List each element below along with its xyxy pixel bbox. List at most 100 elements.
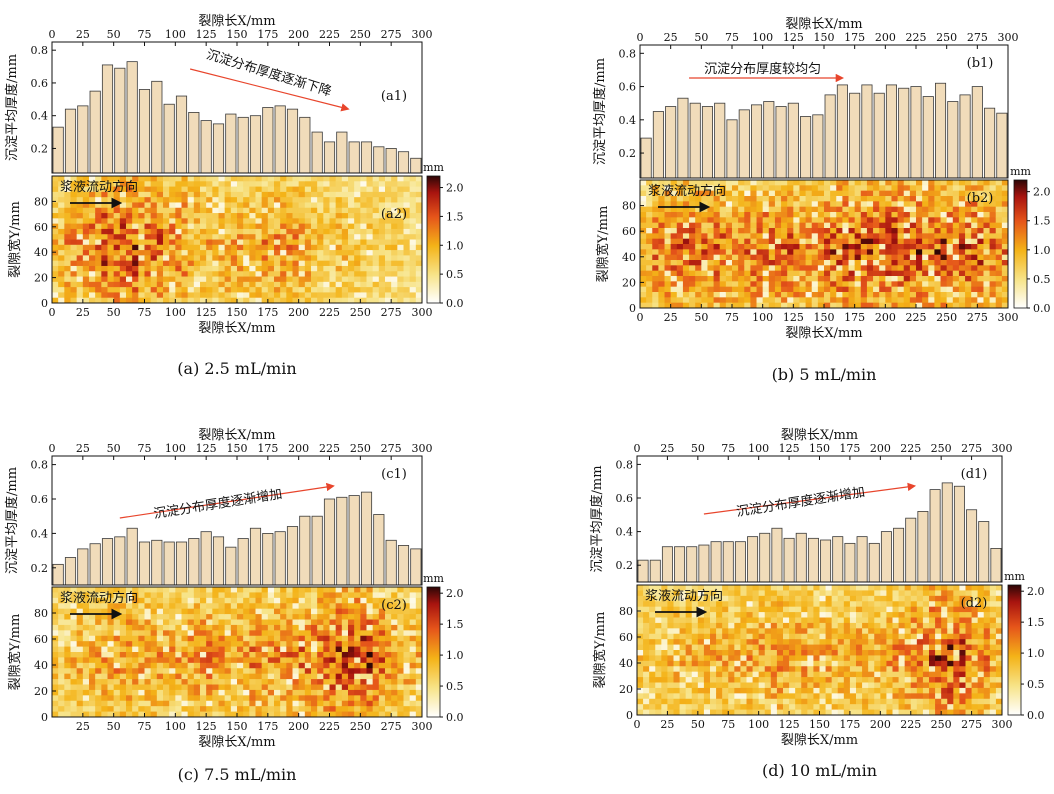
heatmap-cell [237,186,244,193]
heatmap-cell [64,630,71,637]
heatmap-cell [836,244,843,250]
heatmap-cell [958,297,966,304]
heatmap-cell [52,630,59,637]
heatmap-cell [732,238,739,245]
heatmap-cell [132,234,139,240]
heatmap-cell [298,603,306,610]
heatmap-cell [181,646,189,653]
heatmap-cell [218,281,226,288]
heatmap-cell [879,228,886,234]
heatmap-cell [897,222,905,229]
heatmap-cell [732,180,739,186]
heatmap-cell [348,657,355,664]
heatmap-cell [58,191,65,198]
heatmap-cell [640,286,647,293]
heatmap-cell [126,202,133,209]
heatmap-cell [830,201,837,208]
heatmap-cell [707,190,714,197]
heatmap-cell [965,281,972,288]
heatmap-cell [946,265,954,272]
heatmap-cell [304,668,312,675]
heatmap-cell [360,218,367,225]
heatmap-cell [311,635,318,642]
heatmap-cell [958,222,966,229]
heatmap-cell [811,260,819,266]
heatmap-cell [366,614,374,620]
heatmap-cell [249,260,256,267]
heatmap-cell [409,271,417,277]
heatmap-cell [866,196,874,202]
heatmap-cell [774,222,782,229]
heatmap-cell [224,239,232,246]
y-tick-label: 0.4 [616,526,634,539]
heatmap-cell [995,201,1003,208]
heatmap-cell [335,679,343,685]
heatmap-cell [756,238,764,245]
heatmap-cell [649,655,656,662]
colorbar-tick-label: 0.0 [446,711,464,724]
heatmap-cell [156,646,164,653]
heatmap-cell [909,281,917,288]
heatmap-cell [409,244,417,251]
heatmap-cell [707,297,714,304]
heatmap-cell [286,244,293,251]
heatmap-cell [958,180,966,186]
heatmap-cell [372,271,380,277]
heatmap-cell [311,619,318,626]
heatmap-cell [187,652,195,658]
heatmap-cell [156,181,164,187]
heatmap-cell [317,646,324,653]
heatmap-cell [206,287,213,293]
heatmap-cell [348,218,355,225]
heatmap-cell [713,217,721,224]
heatmap-cell [689,297,696,304]
heatmap-cell [719,244,727,250]
heatmap-cell [372,689,380,696]
heatmap-cell [70,260,78,267]
heatmap-cell [409,250,417,256]
heatmap-cell [212,684,219,691]
heatmap-cell [119,213,127,219]
heatmap-cell [366,176,374,182]
heatmap-cell [928,254,935,261]
heatmap-cell [52,657,59,664]
heatmap-cell [348,673,355,680]
heatmap-cell [58,281,65,288]
bar [237,116,249,174]
heatmap-cell [378,297,386,304]
heatmap-cell [304,592,312,599]
heatmap-cell [637,660,644,667]
heatmap-cell [341,592,349,599]
heatmap-cell [113,689,121,696]
heatmap-cell [971,196,978,202]
heatmap-cell [952,260,960,266]
heatmap-cell [673,698,680,705]
heatmap-cell [323,292,330,299]
heatmap-cell [391,213,398,219]
heatmap-cell [58,228,65,235]
heatmap-cell [169,287,176,293]
heatmap-cell [805,302,813,309]
heatmap-cell [175,197,182,203]
heatmap-cell [298,668,306,675]
heatmap-cell [107,197,115,203]
heatmap-cell [193,186,201,193]
heatmap-cell [676,222,684,229]
heatmap-cell [267,662,275,669]
heatmap-cell [1001,302,1009,309]
heatmap-cell [243,597,250,604]
heatmap-cell [304,646,312,653]
heatmap-cell [156,603,164,610]
heatmap-cell [187,646,195,653]
heatmap-cell [206,297,213,304]
heatmap-cell [187,297,195,304]
heatmap-cell [354,287,361,293]
heatmap-cell [132,181,139,187]
heatmap-cell [200,711,207,718]
heatmap-cell [298,597,306,604]
heatmap-cell [181,292,189,299]
heatmap-cell [378,276,386,283]
heatmap-cell [799,286,806,293]
subfigure-caption: (a) 2.5 mL/min [177,359,296,378]
heatmap-cell [664,206,672,213]
